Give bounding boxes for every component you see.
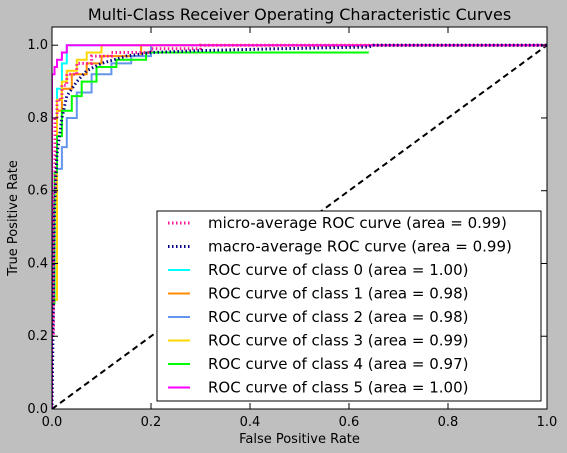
y-tick-label: 0.6 <box>27 184 48 199</box>
tick-layer: 0.0 0.2 0.4 0.6 0.8 1.0 0.0 0.2 0.4 0.6 0.8 1.0 <box>27 27 557 430</box>
y-tick-label: 0.4 <box>27 256 48 271</box>
x-tick-label: 1.0 <box>537 415 558 430</box>
y-tick-label: 0.2 <box>27 329 48 344</box>
x-tick-label: 0.0 <box>42 415 63 430</box>
roc-curve-series-1 <box>52 43 547 409</box>
legend-label: ROC curve of class 3 (area = 0.99) <box>208 332 468 350</box>
chart-title: Multi-Class Receiver Operating Character… <box>88 5 511 24</box>
legend-label: ROC curve of class 4 (area = 0.97) <box>208 355 468 373</box>
roc-curve-series-7 <box>52 44 547 409</box>
roc-curve-series-5 <box>52 44 547 409</box>
legend-box <box>156 210 542 402</box>
chance-diagonal-line <box>52 44 547 409</box>
x-tick-label: 0.4 <box>240 415 261 430</box>
y-tick-label: 1.0 <box>27 38 48 53</box>
y-axis-label: True Positive Rate <box>6 160 21 277</box>
y-tick-label: 0.8 <box>27 111 48 126</box>
legend-label: micro-average ROC curve (area = 0.99) <box>208 214 507 232</box>
x-axis-label: False Positive Rate <box>239 432 360 447</box>
x-tick-label: 0.8 <box>438 415 459 430</box>
legend-label: ROC curve of class 5 (area = 1.00) <box>208 379 468 397</box>
plot-frame <box>51 26 548 410</box>
legend-label: ROC curve of class 0 (area = 1.00) <box>208 261 468 279</box>
y-tick-label: 0.0 <box>27 402 48 417</box>
roc-curve-series-6 <box>52 51 369 409</box>
x-tick-label: 0.6 <box>339 415 360 430</box>
legend-label: ROC curve of class 1 (area = 0.98) <box>208 285 468 303</box>
x-tick-label: 0.2 <box>141 415 162 430</box>
legend: micro-average ROC curve (area = 0.99) mac… <box>156 210 542 402</box>
legend-label: macro-average ROC curve (area = 0.99) <box>208 238 512 256</box>
legend-label: ROC curve of class 2 (area = 0.98) <box>208 308 468 326</box>
